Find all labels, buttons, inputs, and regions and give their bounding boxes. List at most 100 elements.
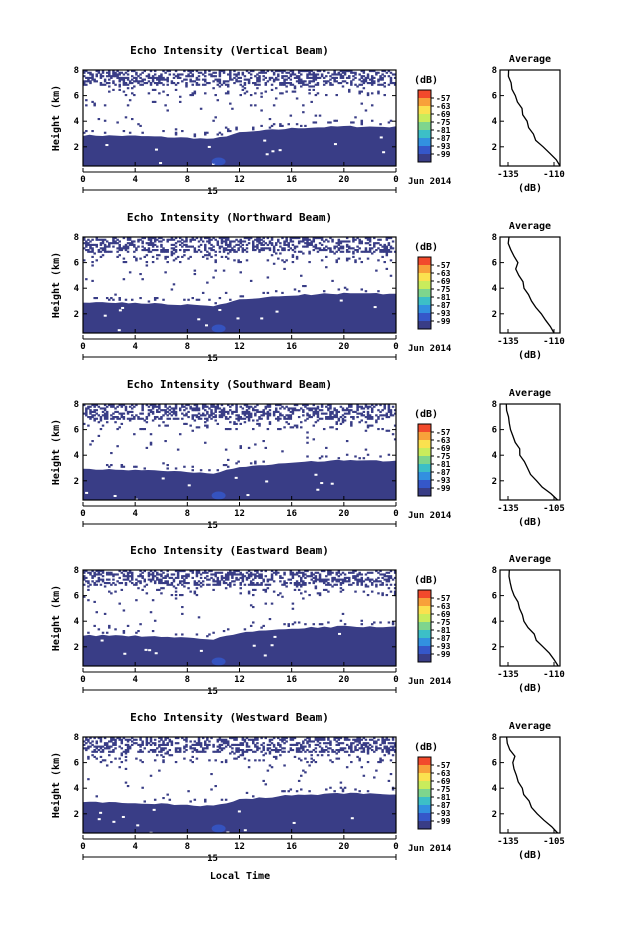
echo-cell xyxy=(381,73,384,76)
colorbar-tick-label: -81 xyxy=(436,126,451,135)
echo-cell xyxy=(316,70,320,73)
echo-cell xyxy=(320,737,324,740)
echo-cell xyxy=(389,583,393,586)
colorbar-segment xyxy=(418,305,431,314)
colorbar-tick-label: -93 xyxy=(436,309,451,318)
echo-cell xyxy=(237,80,240,83)
echo-cell xyxy=(108,243,111,246)
echo-cell xyxy=(291,738,295,741)
echo-cell xyxy=(197,240,201,243)
echo-cell xyxy=(302,575,305,578)
echo-cell xyxy=(128,238,132,241)
echo-cell xyxy=(208,583,211,586)
echo-cell xyxy=(149,737,153,740)
echo-cell xyxy=(325,578,328,581)
echo-cell xyxy=(87,755,90,758)
echo-cell xyxy=(160,750,163,753)
echo-cell xyxy=(352,738,355,741)
colorbar-tick-label: -69 xyxy=(436,277,451,286)
echo-cell xyxy=(195,633,199,636)
echo-cell xyxy=(300,745,303,748)
echo-cell xyxy=(379,404,382,407)
day-label: 15 xyxy=(207,854,218,864)
echo-cell xyxy=(229,409,232,412)
echo-cell xyxy=(185,85,188,88)
echo-cell xyxy=(187,573,190,576)
echo-cell xyxy=(341,580,345,583)
echo-cell xyxy=(327,71,330,74)
echo-cell xyxy=(249,604,253,607)
echo-cell xyxy=(385,750,389,753)
echo-cell xyxy=(370,252,374,255)
echo-cell xyxy=(249,414,253,417)
echo-cell xyxy=(279,404,282,407)
echo-cell xyxy=(279,575,282,578)
echo-cell xyxy=(391,788,395,791)
echo-cell xyxy=(272,410,276,413)
echo-cell xyxy=(139,73,142,76)
echo-cell xyxy=(354,749,357,752)
echo-cell xyxy=(306,737,309,740)
echo-cell xyxy=(160,573,163,576)
echo-cell xyxy=(329,786,332,789)
echo-cell xyxy=(105,573,109,576)
echo-cell xyxy=(285,737,288,740)
echo-cell xyxy=(254,759,257,762)
echo-cell xyxy=(247,446,251,449)
echo-cell xyxy=(128,571,132,574)
echo-cell xyxy=(387,409,391,412)
echo-cell xyxy=(387,576,391,579)
echo-cell xyxy=(118,254,121,257)
echo-cell xyxy=(112,416,115,419)
day-label: 15 xyxy=(207,354,218,364)
colorbar-segment xyxy=(418,813,431,822)
colorbar-segment xyxy=(418,289,431,298)
echo-cell xyxy=(243,249,247,252)
echo-cell xyxy=(272,743,276,746)
x-tick-label: 16 xyxy=(286,675,297,685)
echo-cell xyxy=(320,749,324,752)
echo-cell xyxy=(101,759,105,762)
echo-cell xyxy=(222,237,226,240)
echo-cell xyxy=(375,570,378,573)
echo-cell xyxy=(147,243,151,246)
echo-cell xyxy=(224,92,228,95)
echo-cell xyxy=(147,750,151,753)
echo-cell xyxy=(314,407,318,410)
echo-cell xyxy=(387,752,391,755)
echo-cell xyxy=(158,578,161,581)
echo-cell xyxy=(120,738,124,741)
echo-cell xyxy=(281,259,284,262)
echo-cell xyxy=(312,88,316,91)
echo-cell xyxy=(247,417,251,420)
echo-cell xyxy=(387,405,391,408)
echo-cell xyxy=(99,238,103,241)
echo-cell xyxy=(235,250,238,253)
echo-cell xyxy=(356,573,359,576)
echo-cell xyxy=(99,83,103,86)
echo-cell xyxy=(379,78,382,81)
echo-cell xyxy=(345,766,349,769)
echo-cell xyxy=(331,76,334,79)
echo-cell xyxy=(235,414,238,417)
echo-cell xyxy=(172,409,176,412)
panel-3: Echo Intensity (Southward Beam)2468Heigh… xyxy=(50,378,565,531)
echo-cell xyxy=(231,78,234,81)
echo-gap xyxy=(292,821,296,824)
echo-cell xyxy=(83,75,86,78)
echo-cell xyxy=(381,245,384,248)
echo-cell xyxy=(354,116,357,119)
echo-cell xyxy=(89,571,92,574)
echo-cell xyxy=(222,70,226,73)
echo-cell xyxy=(329,407,332,410)
echo-cell xyxy=(279,576,282,579)
echo-cell xyxy=(199,585,203,588)
echo-cell xyxy=(112,404,115,407)
echo-cell xyxy=(191,743,194,746)
echo-cell xyxy=(287,71,290,74)
echo-cell xyxy=(189,570,192,573)
echo-cell xyxy=(114,83,117,86)
echo-cell xyxy=(258,250,261,253)
echo-cell xyxy=(128,242,132,245)
echo-cell xyxy=(381,750,384,753)
